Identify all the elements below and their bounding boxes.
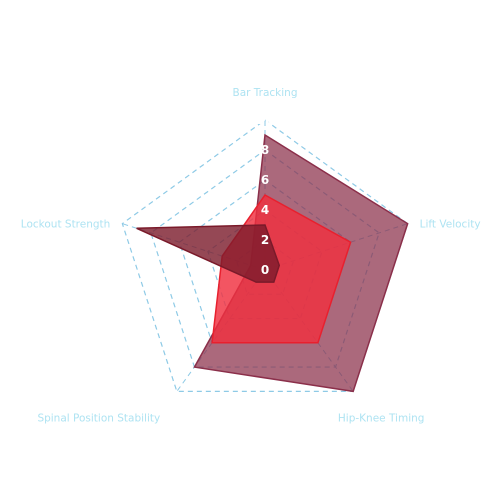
tick-label: 10 [257,113,274,127]
axis-label: Spinal Position Stability [37,412,160,424]
tick-label: 6 [261,173,269,187]
radar-series [136,133,409,393]
axis-label: Lockout Strength [21,219,111,231]
axis-label: Lift Velocity [420,219,481,231]
axis-labels: Bar Tracking Lift Velocity Hip-Knee Timing… [21,87,481,424]
tick-label: 2 [261,233,269,247]
series-area-3 [136,224,281,283]
radial-tick-labels: 0 2 4 6 8 10 [257,113,274,277]
tick-label: 8 [261,143,269,157]
axis-label: Hip-Knee Timing [338,412,425,424]
tick-label: 4 [261,203,269,217]
tick-label: 0 [261,263,269,277]
axis-label: Bar Tracking [232,87,297,99]
grid-ring [121,119,409,392]
